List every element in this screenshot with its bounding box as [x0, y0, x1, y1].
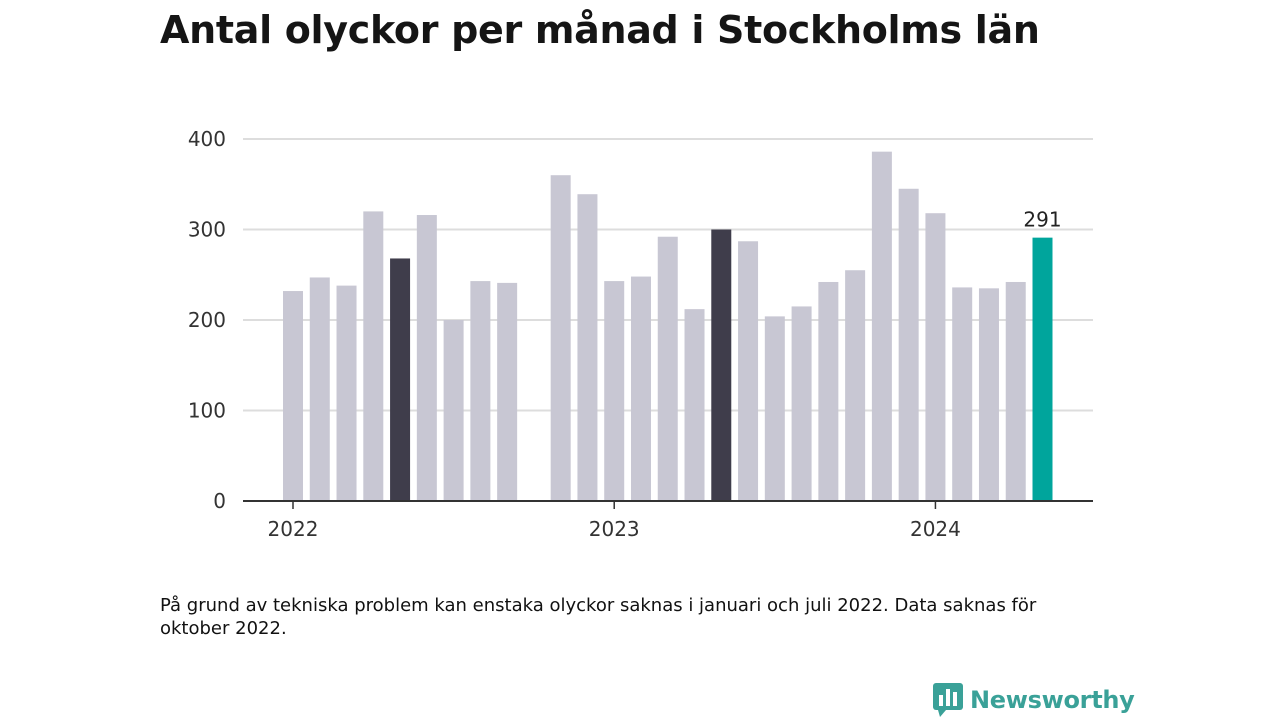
chart-title: Antal olyckor per månad i Stockholms län [160, 8, 1040, 52]
bar-2023-12 [898, 188, 919, 501]
x-tick-label: 2024 [910, 517, 961, 541]
y-tick-label: 400 [188, 127, 226, 151]
bar-2022-02 [309, 277, 330, 501]
bar-2022-08 [470, 281, 491, 501]
bar-2022-05 [390, 258, 411, 501]
bar-2022-01 [283, 291, 303, 501]
bar-2022-07 [443, 320, 464, 501]
brand[interactable]: Newsworthy [932, 682, 1135, 718]
bar-2023-05 [711, 229, 732, 501]
bar-2024-02 [952, 287, 973, 501]
bar-2024-05 [1032, 237, 1053, 501]
bar-2023-08 [791, 306, 812, 501]
footnote: På grund av tekniska problem kan enstaka… [160, 595, 1037, 639]
bar-2022-06 [416, 215, 437, 501]
bar-2023-01 [604, 281, 625, 501]
newsworthy-logo-icon [933, 683, 963, 717]
y-tick-label: 300 [188, 218, 226, 242]
bar-2024-01 [925, 213, 946, 501]
bar-2022-12 [577, 194, 598, 501]
bar-2023-07 [764, 316, 785, 501]
y-tick-label: 200 [188, 308, 226, 332]
bar-2023-04 [684, 309, 705, 501]
bar-2023-10 [845, 270, 866, 501]
bar-2023-09 [818, 281, 839, 501]
bar-chart: 0 100 200 300 400 2022 2023 2024 291 [188, 127, 1093, 541]
bar-2022-11 [550, 175, 571, 501]
labels: 0 100 200 300 400 2022 2023 2024 291 [188, 127, 1062, 541]
x-tick-label: 2022 [268, 517, 319, 541]
bar-2023-02 [630, 276, 651, 501]
data-label: 291 [1023, 208, 1061, 232]
bars [283, 151, 1053, 502]
bar-2022-09 [497, 282, 518, 501]
bar-2024-03 [978, 288, 999, 501]
bar-2024-04 [1005, 281, 1026, 501]
y-tick-label: 0 [213, 489, 226, 513]
bar-2023-11 [871, 151, 892, 502]
bar-2023-03 [657, 236, 678, 502]
bar-2022-04 [363, 211, 384, 501]
axes [243, 500, 1093, 509]
x-tick-label: 2023 [589, 517, 640, 541]
bar-2023-06 [738, 241, 759, 501]
bar-2022-03 [336, 285, 357, 501]
brand-name: Newsworthy [970, 686, 1135, 714]
y-tick-label: 100 [188, 399, 226, 423]
